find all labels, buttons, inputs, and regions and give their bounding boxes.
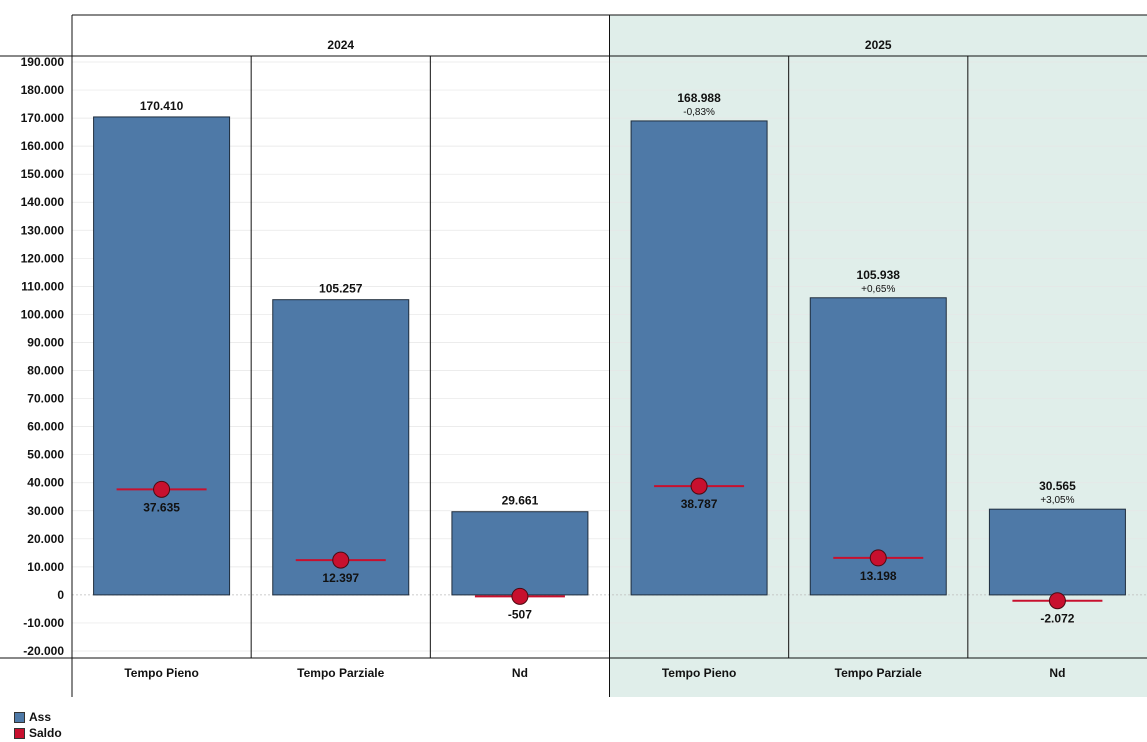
y-tick-label: 10.000 [27, 560, 64, 574]
y-tick-label: 30.000 [27, 504, 64, 518]
legend-swatch-saldo [14, 727, 25, 739]
group-header-2024: 2024 [327, 38, 354, 52]
legend-item-saldo: Saldo [14, 725, 62, 741]
saldo-dot [332, 551, 350, 569]
saldo-value-label: 37.635 [143, 500, 180, 514]
y-tick-label: 170.000 [21, 111, 65, 125]
bar-ass [809, 297, 947, 596]
y-tick-label: -10.000 [23, 616, 64, 630]
y-tick-label: 120.000 [21, 251, 65, 265]
y-tick-label: 70.000 [27, 392, 64, 406]
y-tick-label: 80.000 [27, 364, 64, 378]
saldo-dot [869, 549, 887, 567]
group-header-2025: 2025 [865, 38, 892, 52]
bar-value-label: 170.410 [140, 99, 184, 113]
y-tick-label: 40.000 [27, 476, 64, 490]
y-tick-label: 50.000 [27, 448, 64, 462]
bar-value-label: 105.938 [857, 268, 901, 282]
bar-ass [93, 116, 231, 596]
y-tick-label: 150.000 [21, 167, 65, 181]
saldo-dot [1048, 592, 1066, 610]
legend-label-saldo: Saldo [29, 726, 62, 740]
category-label: Nd [512, 666, 528, 680]
legend: Ass Saldo [14, 709, 62, 741]
y-tick-label: 100.000 [21, 307, 65, 321]
category-label: Tempo Parziale [297, 666, 384, 680]
saldo-value-label: 38.787 [681, 497, 718, 511]
category-label: Tempo Parziale [835, 666, 922, 680]
saldo-value-label: -2.072 [1040, 612, 1074, 626]
saldo-value-label: 13.198 [860, 569, 897, 583]
category-label: Nd [1049, 666, 1065, 680]
bar-ass [630, 120, 768, 596]
bar-change-label: +0,65% [861, 284, 895, 295]
saldo-value-label: -507 [508, 607, 532, 621]
bar-value-label: 105.257 [319, 282, 363, 296]
y-tick-label: -20.000 [23, 644, 64, 658]
bar-change-label: -0,83% [683, 107, 715, 118]
y-tick-label: 60.000 [27, 420, 64, 434]
legend-label-ass: Ass [29, 710, 52, 724]
bar-value-label: 168.988 [677, 91, 721, 105]
legend-swatch-ass [14, 711, 25, 723]
y-tick-label: 110.000 [21, 279, 64, 293]
saldo-dot [690, 477, 708, 495]
y-tick-label: 20.000 [27, 532, 64, 546]
legend-item-ass: Ass [14, 709, 62, 725]
y-tick-label: 140.000 [21, 195, 65, 209]
bar-value-label: 30.565 [1039, 479, 1076, 493]
saldo-dot [153, 480, 171, 498]
bar-change-label: +3,05% [1040, 495, 1074, 506]
y-tick-label: 180.000 [21, 83, 65, 97]
bar-value-label: 29.661 [502, 494, 539, 508]
bar-ass [272, 299, 410, 596]
bar-ass [988, 508, 1126, 596]
y-tick-label: 160.000 [21, 139, 65, 153]
saldo-dot [511, 587, 529, 605]
category-label: Tempo Pieno [662, 666, 736, 680]
y-tick-label: 0 [57, 588, 64, 602]
saldo-value-label: 12.397 [322, 571, 359, 585]
y-tick-label: 130.000 [21, 223, 65, 237]
y-tick-label: 90.000 [27, 335, 64, 349]
category-label: Tempo Pieno [124, 666, 198, 680]
bar-ass [451, 511, 589, 596]
y-tick-label: 190.000 [21, 55, 65, 69]
